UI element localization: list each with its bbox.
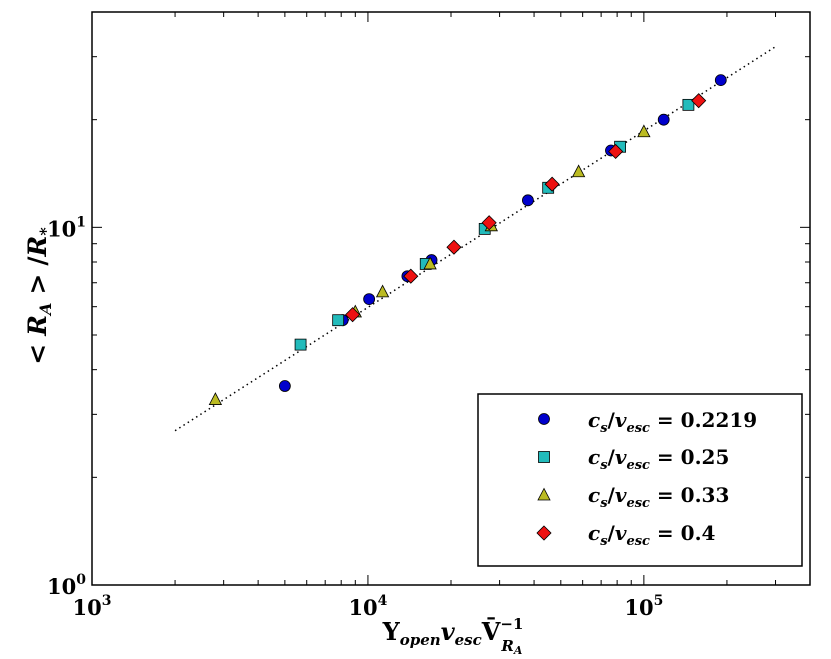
data-point-diamond xyxy=(608,143,624,160)
data-point-diamond xyxy=(691,93,707,109)
legend-marker-circle xyxy=(538,413,550,425)
data-point-square xyxy=(332,314,345,327)
data-points-layer xyxy=(208,74,727,405)
legend-entry-2: cs/vesc = 0.33 xyxy=(537,483,729,511)
legend-label-2: cs/vesc = 0.33 xyxy=(588,483,729,511)
x-axis-label: ΥopenvescV̄−1 RA xyxy=(382,615,524,657)
y-axis-label: <RA>/R* xyxy=(23,227,55,365)
legend-label-3: cs/vesc = 0.4 xyxy=(588,521,716,549)
legend-box xyxy=(477,393,803,567)
data-point-circle xyxy=(363,293,376,306)
fit-line-layer xyxy=(174,46,776,432)
series-circle xyxy=(278,74,727,392)
data-point-diamond xyxy=(403,268,419,284)
data-point-triangle xyxy=(423,256,437,270)
legend-entry-3: cs/vesc = 0.4 xyxy=(536,521,716,549)
fit-line xyxy=(174,46,776,432)
legend-marker-symbol xyxy=(537,487,551,501)
legend-label-0: cs/vesc = 0.2219 xyxy=(588,408,757,436)
y-tick-label: 101 xyxy=(47,214,86,241)
legend-marker-symbol xyxy=(536,525,552,541)
data-point-triangle xyxy=(571,164,586,178)
data-point-diamond xyxy=(446,239,462,255)
legend-marker-triangle xyxy=(537,487,551,501)
data-point-diamond xyxy=(481,215,497,231)
data-point-circle xyxy=(278,380,291,392)
data-point-triangle xyxy=(208,392,223,405)
legend: cs/vesc = 0.2219 cs/vesc = 0.25 cs/vesc … xyxy=(477,393,803,567)
series-triangle xyxy=(208,124,651,405)
legend-marker-diamond xyxy=(536,525,552,541)
data-point-triangle xyxy=(375,284,390,298)
series-diamond xyxy=(345,93,707,323)
legend-marker-square xyxy=(538,451,550,463)
legend-marker-symbol xyxy=(538,451,550,463)
data-point-diamond xyxy=(345,307,361,323)
legend-marker-symbol xyxy=(538,413,550,425)
y-tick-label: 100 xyxy=(47,572,86,599)
axis-ticks-layer: 103 104 105 100 101 xyxy=(47,11,811,620)
x-tick-label: 105 xyxy=(624,593,663,620)
x-tick-label: 104 xyxy=(348,593,387,620)
legend-label-1: cs/vesc = 0.25 xyxy=(588,445,729,473)
data-point-circle xyxy=(714,74,727,87)
data-point-diamond xyxy=(544,176,560,192)
data-point-circle xyxy=(522,194,534,207)
data-point-circle xyxy=(657,113,670,126)
data-point-triangle xyxy=(637,124,651,138)
legend-entry-0: cs/vesc = 0.2219 xyxy=(538,408,757,436)
legend-entry-1: cs/vesc = 0.25 xyxy=(538,445,729,473)
data-point-square xyxy=(294,338,307,351)
x-tick-label: 103 xyxy=(73,593,112,620)
data-point-square xyxy=(682,98,695,111)
